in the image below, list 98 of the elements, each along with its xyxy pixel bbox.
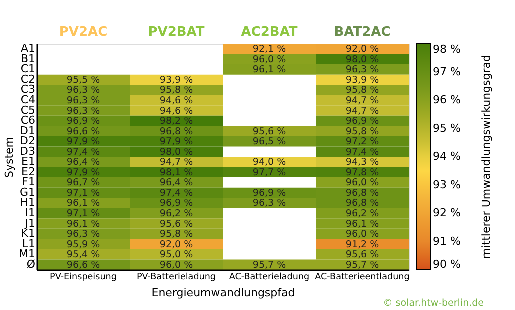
data-label: 93,9 % xyxy=(160,74,194,86)
data-label: 92,1 % xyxy=(252,44,286,56)
data-label: 96,3 % xyxy=(66,96,100,106)
y-tick-label: L1 xyxy=(22,237,36,250)
data-label: 96,1 % xyxy=(66,198,100,210)
data-label: 95,6 % xyxy=(346,250,380,261)
data-label: 97,4 % xyxy=(160,188,194,199)
data-label: 97,1 % xyxy=(66,208,100,220)
data-label: 92,0 % xyxy=(160,239,194,250)
color-bar-label: 97 % xyxy=(433,65,461,78)
data-label: 93,9 % xyxy=(346,74,380,86)
x-axis-title: Energieumwandlungspfad xyxy=(152,286,296,300)
data-label: 96,8 % xyxy=(346,188,380,199)
y-tick-label: C5 xyxy=(20,104,36,117)
data-label: 95,8 % xyxy=(160,85,194,96)
data-label: 97,2 % xyxy=(346,136,380,148)
data-label: 96,3 % xyxy=(252,198,286,210)
data-label: 96,8 % xyxy=(346,198,380,210)
data-label: 91,2 % xyxy=(346,239,380,250)
text: PV2BAT xyxy=(148,25,205,40)
color-bar-label: 95 % xyxy=(433,122,461,135)
data-label: 94,7 % xyxy=(346,96,380,106)
y-tick-label: H1 xyxy=(20,196,36,210)
data-label: 95,8 % xyxy=(346,126,380,138)
data-label: 97,9 % xyxy=(160,136,194,148)
color-bar-label: 94 % xyxy=(433,150,461,163)
color-bar-label: 93 % xyxy=(433,178,461,192)
data-label: 96,9 % xyxy=(66,116,100,128)
color-bar-label: 90 % xyxy=(433,258,461,271)
data-label: 96,3 % xyxy=(66,229,100,240)
data-label: 97,9 % xyxy=(66,167,100,178)
data-label: 96,8 % xyxy=(160,126,194,138)
data-label: 98,1 % xyxy=(160,167,194,178)
data-label: 96,5 % xyxy=(252,136,286,148)
data-label: 95,8 % xyxy=(346,85,380,96)
data-label: 96,6 % xyxy=(66,260,100,271)
color-bar-label: 98 % xyxy=(433,43,461,56)
data-label: 95,5 % xyxy=(66,74,100,86)
data-label: 96,9 % xyxy=(252,188,286,199)
data-label: 96,0 % xyxy=(346,229,380,240)
y-tick-label: C3 xyxy=(20,83,36,96)
data-label: 98,0 % xyxy=(160,146,194,158)
data-label: 95,9 % xyxy=(66,239,100,250)
data-label: 95,0 % xyxy=(160,250,194,261)
text: AC2BAT xyxy=(241,25,298,40)
x-tick-label: PV-Batterieladung xyxy=(136,272,216,282)
data-label: 96,2 % xyxy=(160,208,194,220)
data-label: 94,6 % xyxy=(160,106,194,117)
y-axis-title: System xyxy=(3,136,16,178)
data-label: 97,7 % xyxy=(252,167,286,178)
data-label: 96,2 % xyxy=(346,208,380,220)
data-label: 96,3 % xyxy=(66,106,100,117)
data-label: 96,0 % xyxy=(346,178,380,189)
text: PV2AC xyxy=(59,25,108,40)
data-label: 95,7 % xyxy=(252,260,286,271)
x-tick-label: PV-Einspeisung xyxy=(50,272,117,282)
color-bar-title: mittlerer Umwandlungswirkungsgrad xyxy=(480,55,493,259)
data-label: 95,7 % xyxy=(346,260,380,271)
y-tick-label: I1 xyxy=(25,206,36,220)
data-label: 96,3 % xyxy=(66,85,100,96)
data-label: 95,6 % xyxy=(160,218,194,230)
data-label: 95,4 % xyxy=(66,250,100,261)
color-bar-label: 92 % xyxy=(433,206,461,220)
color-bar-label: 91 % xyxy=(433,234,461,248)
data-label: 95,6 % xyxy=(252,126,286,138)
x-tick-label: AC-Batterieentladung xyxy=(315,272,410,282)
data-label: 97,4 % xyxy=(66,146,100,158)
data-label: 94,0 % xyxy=(252,157,286,168)
data-label: 94,6 % xyxy=(160,96,194,106)
y-tick-label: C4 xyxy=(20,94,36,106)
data-label: 92,0 % xyxy=(346,44,380,56)
data-label: 96,1 % xyxy=(252,64,286,76)
y-tick-label: J1 xyxy=(24,216,36,230)
data-label: 95,8 % xyxy=(160,229,194,240)
data-label: 98,2 % xyxy=(160,116,194,128)
data-label: 96,1 % xyxy=(66,218,100,230)
color-bar-label: 96 % xyxy=(433,94,461,106)
data-label: 98,0 % xyxy=(346,54,380,66)
data-label: 96,7 % xyxy=(66,178,100,189)
data-label: 97,1 % xyxy=(66,188,100,199)
text: © solar.htw-berlin.de xyxy=(383,298,484,309)
x-tick-label: AC-Batterieladung xyxy=(229,272,310,282)
data-label: 97,4 % xyxy=(346,146,380,158)
data-label: 96,9 % xyxy=(346,116,380,128)
data-label: 96,4 % xyxy=(160,178,194,189)
data-label: 96,6 % xyxy=(66,126,100,138)
data-label: 96,0 % xyxy=(160,260,194,271)
data-label: 94,3 % xyxy=(346,157,380,168)
data-label: 94,7 % xyxy=(160,157,194,168)
data-label: 97,8 % xyxy=(346,167,380,178)
data-label: 96,9 % xyxy=(160,198,194,210)
data-label: 96,1 % xyxy=(346,218,380,230)
text: BAT2AC xyxy=(334,25,391,40)
data-label: 96,4 % xyxy=(66,157,100,168)
data-label: 97,9 % xyxy=(66,136,100,148)
data-label: 96,0 % xyxy=(252,54,286,66)
data-label: 96,3 % xyxy=(346,64,380,76)
data-label: 94,7 % xyxy=(346,106,380,117)
